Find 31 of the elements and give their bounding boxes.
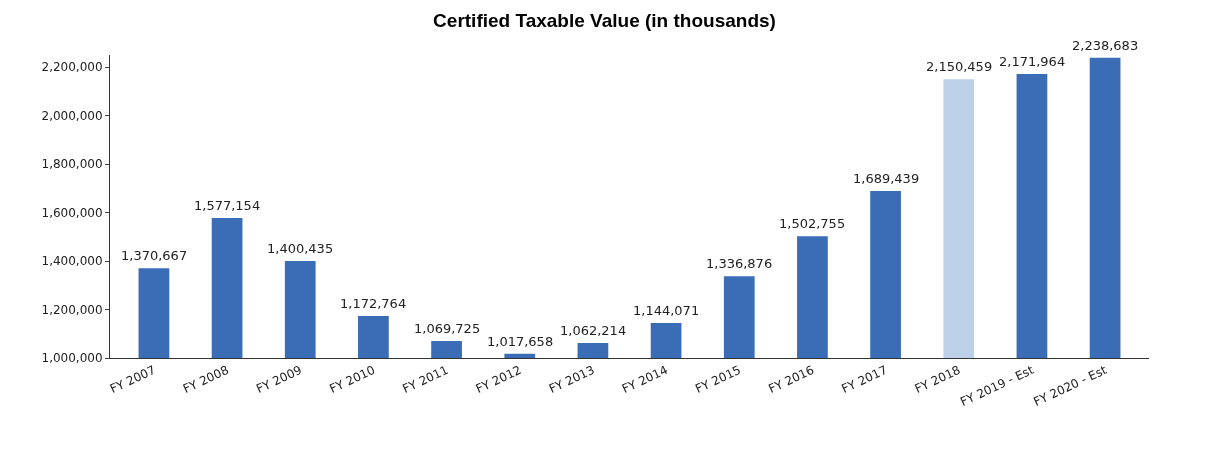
data-label: 1,144,071 — [633, 303, 700, 318]
y-tick-label: 1,600,000 — [41, 205, 103, 220]
data-label: 1,502,755 — [779, 216, 846, 231]
data-label: 1,689,439 — [853, 171, 920, 186]
y-tick-label: 1,400,000 — [41, 254, 103, 269]
data-label: 2,150,459 — [926, 59, 993, 74]
chart-title: Certified Taxable Value (in thousands) — [433, 10, 776, 32]
x-tick-label: FY 2012 — [473, 362, 524, 397]
data-label: 1,370,667 — [121, 248, 188, 263]
x-tick-label: FY 2013 — [546, 362, 597, 397]
y-tick-label: 1,000,000 — [41, 351, 103, 366]
data-label: 1,400,435 — [267, 241, 334, 256]
data-label: 1,336,876 — [706, 256, 773, 271]
x-tick-label: FY 2015 — [693, 362, 744, 397]
y-tick-label: 2,200,000 — [41, 60, 103, 75]
y-tick-label: 1,800,000 — [41, 157, 103, 172]
x-tick-label: FY 2018 — [912, 362, 963, 397]
data-label: 1,172,764 — [340, 296, 407, 311]
x-tick-label: FY 2011 — [400, 362, 451, 397]
y-tick-label: 2,000,000 — [41, 108, 103, 123]
y-tick-label: 1,200,000 — [41, 302, 103, 317]
data-label: 1,069,725 — [414, 321, 481, 336]
x-tick-label: FY 2008 — [180, 362, 231, 397]
x-tick-label: FY 2014 — [619, 362, 670, 397]
data-label: 2,171,964 — [999, 54, 1066, 69]
data-label: 1,017,658 — [487, 334, 554, 349]
x-tick-label: FY 2010 — [327, 362, 378, 397]
data-label: 1,577,154 — [194, 198, 261, 213]
x-tick-label: FY 2009 — [254, 362, 305, 397]
data-label: 1,062,214 — [560, 323, 627, 338]
data-label: 2,238,683 — [1072, 38, 1139, 53]
